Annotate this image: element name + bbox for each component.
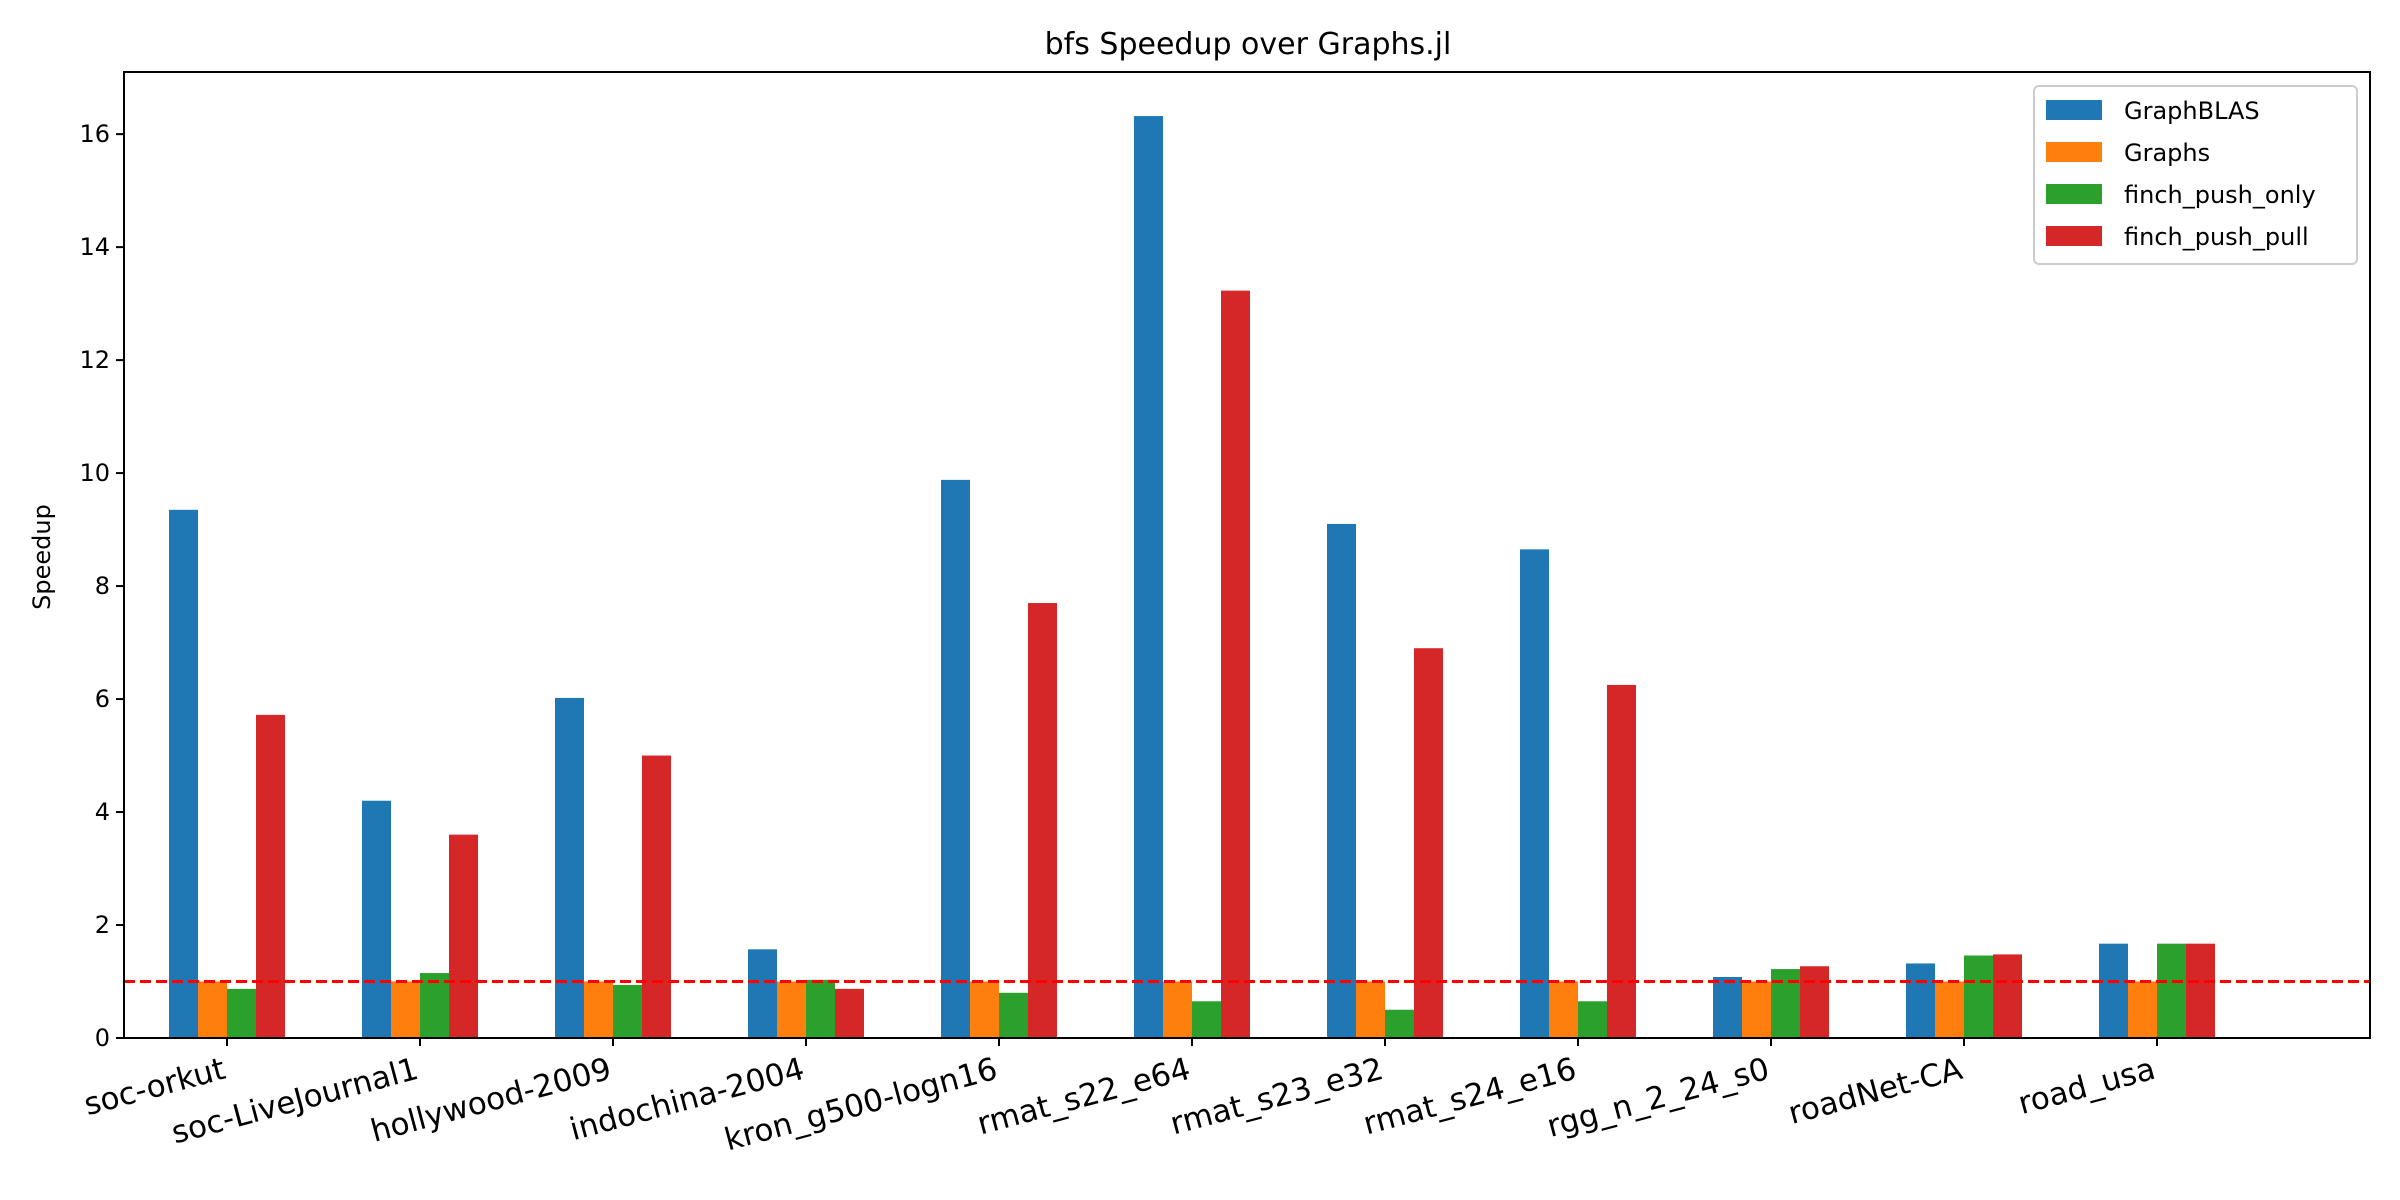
bar-Graphs-indochina-2004 [777,981,806,1038]
bar-Graphs-rmat_s24_e16 [1549,981,1578,1038]
bar-finch_push_only-roadNet-CA [1964,955,1993,1038]
bar-finch_push_only-rmat_s23_e32 [1385,1009,1414,1038]
y-axis-label: Speedup [28,504,56,610]
bar-finch_push_only-rgg_n_2_24_s0 [1771,969,1800,1038]
legend: GraphBLAS Graphs finch_push_only finch_push… [2033,85,2358,265]
x-tick-label: road_usa [2015,1051,2160,1122]
bar-finch_push_only-road_usa [2157,943,2186,1038]
bar-Graphs-kron_g500-logn16 [970,981,999,1038]
bar-finch_push_pull-hollywood-2009 [642,755,671,1038]
y-tick-label: 4 [95,798,110,826]
bar-finch_push_pull-road_usa [2186,943,2215,1038]
y-tick-label: 14 [79,233,110,261]
bar-GraphBLAS-soc-LiveJournal1 [362,800,391,1038]
bar-Graphs-hollywood-2009 [584,981,613,1038]
chart-title: bfs Speedup over Graphs.jl [1045,27,1452,62]
legend-swatch [2046,184,2102,204]
legend-label: finch_push_only [2124,181,2316,209]
bar-finch_push_only-rmat_s22_e64 [1192,1001,1221,1038]
y-tick-label: 2 [95,911,110,939]
y-tick-label: 8 [95,572,110,600]
bar-Graphs-soc-orkut [198,981,227,1038]
bars-layer [169,116,2215,1038]
bar-Graphs-road_usa [2128,981,2157,1038]
y-tick-label: 12 [79,346,110,374]
bar-finch_push_pull-soc-LiveJournal1 [449,834,478,1038]
x-tick-label: roadNet-CA [1785,1051,1966,1132]
bar-GraphBLAS-hollywood-2009 [555,697,584,1038]
legend-swatch [2046,142,2102,162]
bar-finch_push_only-indochina-2004 [806,979,835,1038]
x-axis: soc-orkutsoc-LiveJournal1hollywood-2009i… [80,1038,2159,1158]
bar-Graphs-roadNet-CA [1935,981,1964,1038]
legend-swatch [2046,226,2102,246]
y-tick-label: 0 [95,1024,110,1052]
bar-GraphBLAS-roadNet-CA [1906,963,1935,1038]
bar-Graphs-rgg_n_2_24_s0 [1742,981,1771,1038]
bar-GraphBLAS-indochina-2004 [748,949,777,1038]
bar-finch_push_only-soc-orkut [227,988,256,1038]
bar-GraphBLAS-rgg_n_2_24_s0 [1713,976,1742,1038]
x-tick-label: rmat_s22_e64 [974,1051,1195,1142]
y-tick-label: 16 [79,120,110,148]
x-tick-label: rmat_s23_e32 [1167,1051,1388,1142]
y-axis: 0 2 4 6 8 10 12 14 16 [79,120,124,1052]
bar-finch_push_pull-rmat_s22_e64 [1221,290,1250,1038]
x-tick-label: rmat_s24_e16 [1360,1051,1581,1142]
bar-finch_push_only-hollywood-2009 [613,984,642,1038]
bar-GraphBLAS-road_usa [2099,943,2128,1038]
bar-finch_push_only-rmat_s24_e16 [1578,1001,1607,1038]
bar-finch_push_pull-rmat_s24_e16 [1607,684,1636,1038]
y-tick-label: 6 [95,685,110,713]
bar-GraphBLAS-soc-orkut [169,509,198,1038]
bar-finch_push_only-soc-LiveJournal1 [420,973,449,1038]
bar-finch_push_pull-rgg_n_2_24_s0 [1800,966,1829,1038]
legend-label: Graphs [2124,139,2210,167]
legend-swatch [2046,100,2102,120]
bar-GraphBLAS-rmat_s23_e32 [1327,523,1356,1038]
bar-Graphs-rmat_s23_e32 [1356,981,1385,1038]
bar-finch_push_pull-rmat_s23_e32 [1414,648,1443,1038]
bar-Graphs-rmat_s22_e64 [1163,981,1192,1038]
plot-frame [123,71,2371,1039]
bar-finch_push_pull-indochina-2004 [835,988,864,1038]
legend-label: finch_push_pull [2124,223,2309,251]
legend-box [2033,85,2358,265]
bar-GraphBLAS-rmat_s24_e16 [1520,549,1549,1038]
x-tick-label: rgg_n_2_24_s0 [1543,1051,1773,1145]
bar-finch_push_pull-roadNet-CA [1993,954,2022,1038]
bar-finch_push_pull-kron_g500-logn16 [1028,603,1057,1038]
legend-label: GraphBLAS [2124,97,2260,125]
bar-Graphs-soc-LiveJournal1 [391,981,420,1038]
bar-finch_push_only-kron_g500-logn16 [999,992,1028,1038]
bar-finch_push_pull-soc-orkut [256,714,285,1038]
y-tick-label: 10 [79,459,110,487]
bar-GraphBLAS-kron_g500-logn16 [941,479,970,1038]
bar-GraphBLAS-rmat_s22_e64 [1134,116,1163,1038]
